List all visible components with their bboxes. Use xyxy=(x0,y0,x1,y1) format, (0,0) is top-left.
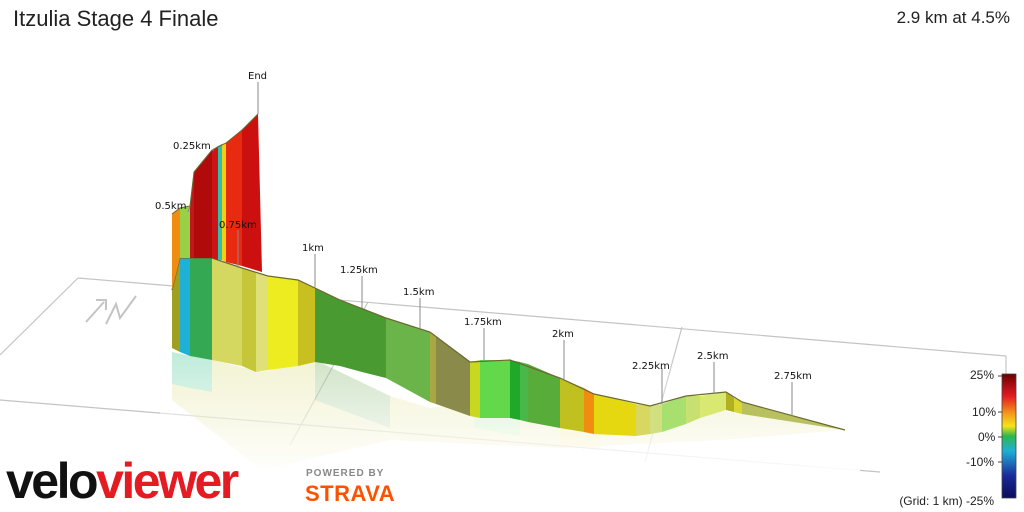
page-title: Itzulia Stage 4 Finale xyxy=(13,6,219,31)
km-marker: 1.75km xyxy=(464,317,502,328)
gradient-legend: 25% 10% 0% -10% xyxy=(966,368,1017,499)
legend-label: 10% xyxy=(972,405,996,419)
km-marker: End xyxy=(248,71,267,82)
grid-note: (Grid: 1 km) -25% xyxy=(899,494,994,508)
km-marker: 2.5km xyxy=(697,351,728,362)
legend-label: 25% xyxy=(970,368,994,382)
powered-by-label: POWERED BY xyxy=(306,468,385,479)
km-markers: End 0.25km 0.5km 0.75km 1km 1.25km 1.5km… xyxy=(155,71,812,382)
north-arrow-icon xyxy=(85,295,137,325)
km-marker: 2.25km xyxy=(632,361,670,372)
km-marker-lines xyxy=(187,82,793,416)
km-marker: 1km xyxy=(302,243,324,254)
km-marker: 2.75km xyxy=(774,371,812,382)
veloviewer-logo[interactable]: veloviewer xyxy=(6,453,239,509)
km-marker: 0.75km xyxy=(219,220,257,231)
profile-wall[interactable] xyxy=(172,256,845,436)
legend-label: 0% xyxy=(978,430,996,444)
legend-label: -10% xyxy=(966,455,994,469)
logo-part-velo: velo xyxy=(6,453,99,509)
km-marker: 1.5km xyxy=(403,287,434,298)
climb-summary: 2.9 km at 4.5% xyxy=(896,8,1010,27)
km-marker: 1.25km xyxy=(340,265,378,276)
logo-part-viewer: viewer xyxy=(96,453,239,509)
km-marker: 2km xyxy=(552,329,574,340)
strava-logo[interactable]: STRAVA xyxy=(305,481,396,506)
km-marker: 0.25km xyxy=(173,141,211,152)
km-marker: 0.5km xyxy=(155,201,186,212)
